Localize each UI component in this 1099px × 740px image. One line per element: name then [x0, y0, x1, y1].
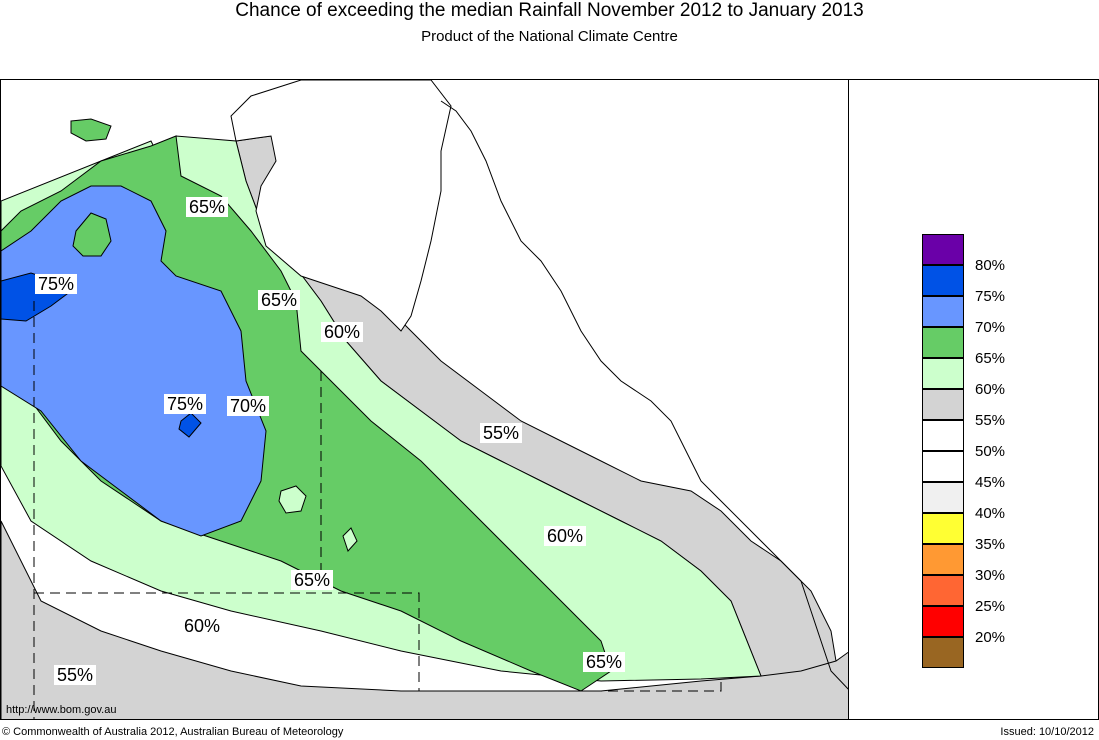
contour-label: 60%	[181, 616, 224, 636]
legend-label: 80%	[975, 257, 1006, 274]
zone-75-centre	[178, 412, 202, 438]
legend-label: 45%	[975, 474, 1006, 491]
copyright: © Commonwealth of Australia 2012, Austra…	[2, 726, 344, 738]
legend-label: 75%	[975, 288, 1006, 305]
legend-label: 65%	[975, 350, 1006, 367]
contour-label: 75%	[164, 394, 207, 414]
contour-label: 65%	[583, 652, 626, 672]
legend-label: 25%	[975, 598, 1006, 615]
cape-york-coast	[440, 100, 848, 690]
state-border	[33, 301, 722, 719]
zone-60-island-2	[342, 527, 358, 552]
legend-label: 55%	[975, 412, 1006, 429]
map-svg	[1, 80, 848, 719]
contour-label: 75%	[35, 274, 78, 294]
legend-label: 60%	[975, 381, 1006, 398]
contour-label: 65%	[291, 570, 334, 590]
zone-60-island-1	[278, 485, 307, 514]
zone-65-island	[72, 212, 112, 257]
legend-label: 35%	[975, 536, 1006, 553]
legend-swatch	[922, 575, 964, 606]
legend-label: 70%	[975, 319, 1006, 336]
legend-label: 40%	[975, 505, 1006, 522]
contour-label: 65%	[186, 197, 229, 217]
contour-label: 55%	[480, 423, 523, 443]
legend-swatch	[922, 513, 964, 544]
top-end-coast	[70, 118, 112, 142]
legend: 80% 75% 70% 65% 60% 55% 50% 45% 40% 35% 30% 25% 20%	[849, 79, 1099, 720]
legend-swatch	[922, 358, 964, 389]
legend-swatch	[922, 265, 964, 296]
legend-swatch	[922, 544, 964, 575]
contour-label: 70%	[227, 396, 270, 416]
legend-swatch	[922, 482, 964, 513]
legend-swatch	[922, 420, 964, 451]
issued-date: Issued: 10/10/2012	[1000, 726, 1094, 738]
map-subtitle: Product of the National Climate Centre	[421, 28, 678, 45]
contour-label: 60%	[321, 322, 364, 342]
legend-label: 20%	[975, 629, 1006, 646]
gulf-of-carpentaria	[230, 80, 452, 332]
contour-label: 55%	[54, 665, 97, 685]
zone-70	[1, 185, 267, 537]
legend-swatch	[922, 296, 964, 327]
legend-swatch	[922, 637, 964, 668]
legend-label: 30%	[975, 567, 1006, 584]
map-title: Chance of exceeding the median Rainfall …	[235, 0, 864, 21]
rainfall-map: 65% 75% 65% 60% 75% 70% 55% 60% 65% 60% …	[0, 79, 849, 720]
legend-swatch	[922, 389, 964, 420]
legend-swatch	[922, 234, 964, 265]
legend-swatch	[922, 451, 964, 482]
contour-label: 60%	[544, 526, 587, 546]
source-url: http://www.bom.gov.au	[6, 704, 117, 716]
legend-swatch	[922, 606, 964, 637]
contour-label: 65%	[258, 290, 301, 310]
legend-label: 50%	[975, 443, 1006, 460]
legend-swatch	[922, 327, 964, 358]
